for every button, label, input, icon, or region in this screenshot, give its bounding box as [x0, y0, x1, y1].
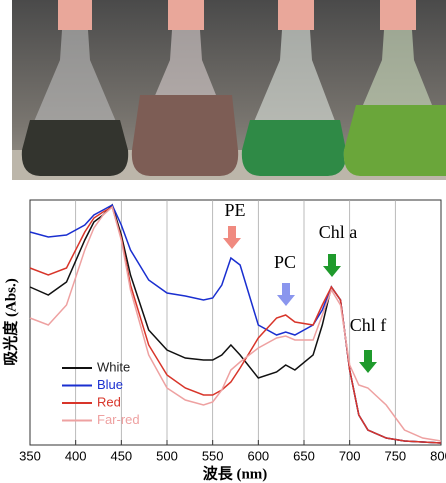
annotation: PC: [274, 252, 296, 272]
legend-label: White: [97, 359, 130, 374]
x-tick-label: 450: [110, 448, 132, 463]
annotation: Chl a: [319, 222, 358, 242]
legend-label: Far-red: [97, 412, 140, 427]
annotation-arrow: [359, 350, 377, 373]
x-tick-label: 650: [293, 448, 315, 463]
photo: [12, 0, 446, 180]
y-axis-label: 吸光度 (Abs.): [1, 278, 19, 366]
annotation-arrow: [323, 254, 341, 277]
x-tick-label: 500: [156, 448, 178, 463]
annotation-arrow: [277, 283, 295, 306]
figure: 波長 (nm) 吸光度 (Abs.) 350 400 450 500 550 600 650…: [0, 0, 446, 483]
annotation: Chl f: [350, 315, 387, 335]
x-tick-label: 750: [384, 448, 406, 463]
annotation: PE: [224, 200, 245, 220]
x-tick-label: 700: [339, 448, 361, 463]
x-tick-label: 600: [247, 448, 269, 463]
page: 波長 (nm) 吸光度 (Abs.) 350 400 450 500 550 600 650…: [0, 0, 446, 483]
x-tick-label: 350: [19, 448, 41, 463]
annotation-arrow: [223, 226, 241, 249]
x-tick-label: 550: [202, 448, 224, 463]
x-axis-label: 波長 (nm): [203, 464, 268, 482]
x-tick-label: 400: [65, 448, 87, 463]
legend-label: Blue: [97, 377, 123, 392]
x-tick-label: 800: [430, 448, 446, 463]
legend-label: Red: [97, 394, 121, 409]
